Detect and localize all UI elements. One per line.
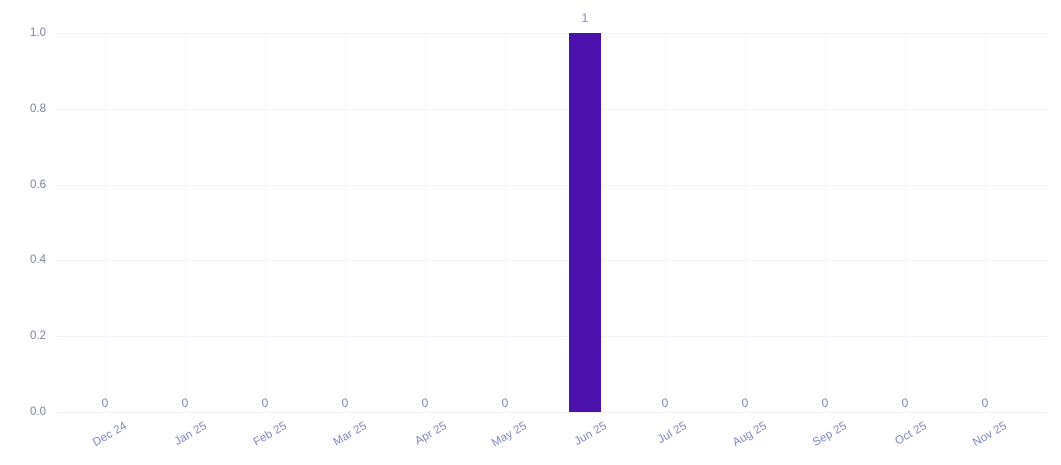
- bar-jun-25[interactable]: [569, 33, 601, 412]
- x-axis-tick-label-may-25: May 25: [489, 420, 529, 450]
- value-label-aug-25: 0: [741, 396, 749, 410]
- y-axis-tick-label: 0.0: [30, 406, 46, 418]
- gridline-horizontal: [56, 184, 1048, 186]
- x-axis-tick-label-mar-25: Mar 25: [331, 420, 369, 449]
- x-axis-tick-label-sep-25: Sep 25: [810, 420, 849, 449]
- gridline-horizontal: [56, 260, 1048, 262]
- value-label-apr-25: 0: [421, 396, 429, 410]
- gridline-vertical: [425, 33, 426, 412]
- value-label-feb-25: 0: [261, 396, 269, 410]
- y-axis: 0.0 0.2 0.4 0.6 0.8 1.0: [0, 0, 56, 465]
- value-label-jul-25: 0: [661, 396, 669, 410]
- y-axis-tick-label: 1.0: [30, 27, 46, 39]
- gridline-horizontal: [56, 33, 1048, 34]
- y-axis-tick-label: 0.4: [30, 254, 46, 267]
- value-label-nov-25: 0: [981, 396, 989, 410]
- gridline-horizontal: [56, 412, 1048, 413]
- x-axis-tick-label-feb-25: Feb 25: [251, 420, 289, 449]
- gridline-vertical: [985, 33, 986, 412]
- gridline-vertical: [345, 33, 346, 412]
- gridline-horizontal: [56, 108, 1048, 110]
- value-label-mar-25: 0: [341, 396, 349, 410]
- gridline-vertical: [745, 33, 746, 412]
- x-axis-tick-label-jan-25: Jan 25: [172, 420, 209, 448]
- y-axis-tick-label: 0.8: [30, 102, 46, 115]
- x-axis-tick-label-nov-25: Nov 25: [970, 420, 1009, 449]
- value-label-may-25: 0: [501, 396, 509, 410]
- x-axis-tick-label-dec-24: Dec 24: [90, 420, 129, 449]
- x-axis-tick-label-oct-25: Oct 25: [893, 420, 929, 448]
- value-label-jan-25: 0: [181, 396, 189, 410]
- value-label-jun-25: 1: [581, 11, 589, 25]
- gridline-vertical: [505, 33, 506, 412]
- x-axis-tick-label-jun-25: Jun 25: [572, 420, 609, 448]
- x-axis-tick-label-jul-25: Jul 25: [655, 420, 689, 447]
- gridline-vertical: [185, 33, 186, 412]
- value-label-oct-25: 0: [901, 396, 909, 410]
- gridline-vertical: [265, 33, 266, 412]
- value-label-dec-24: 0: [101, 396, 109, 410]
- value-label-sep-25: 0: [821, 396, 829, 410]
- gridline-vertical: [665, 33, 666, 412]
- gridline-vertical: [905, 33, 906, 412]
- gridline-vertical: [105, 33, 106, 412]
- y-axis-tick-label: 0.6: [30, 178, 46, 191]
- x-axis-tick-label-aug-25: Aug 25: [730, 420, 769, 449]
- gridline-horizontal: [56, 336, 1048, 338]
- gridline-vertical: [825, 33, 826, 412]
- x-axis-tick-label-apr-25: Apr 25: [413, 420, 449, 448]
- y-axis-tick-label: 0.2: [30, 330, 46, 343]
- plot-area: [56, 33, 1048, 413]
